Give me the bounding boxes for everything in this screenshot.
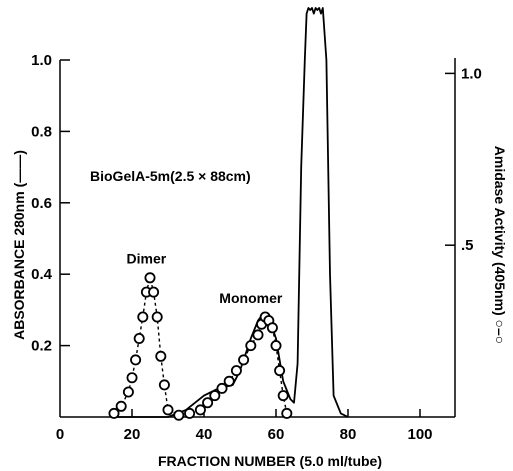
y-right-tick-label: 1.0 — [461, 65, 482, 82]
y-axis-title-right: Amidase Activity (405nm) ○–○ — [492, 146, 508, 344]
amidase-point — [162, 404, 174, 416]
x-tick-label: 80 — [340, 426, 357, 443]
peak-label: Dimer — [127, 250, 167, 266]
amidase-point — [270, 340, 282, 352]
amidase-point — [281, 407, 293, 419]
y-right-tick-label: .5 — [461, 237, 474, 254]
labels: BioGelA-5m(2.5 × 88cm) FRACTION NUMBER (… — [11, 146, 508, 469]
amidase-point — [266, 322, 278, 334]
x-tick-label: 0 — [56, 426, 64, 443]
amidase-point — [158, 379, 170, 391]
absorbance-line — [114, 7, 349, 418]
axes: 0.2 0.4 0.6 0.8 1.0 .5 1.0 0 20 40 60 80 100 — [31, 52, 482, 443]
x-tick-label: 40 — [196, 426, 213, 443]
amidase-point — [115, 400, 127, 412]
x-tick-label: 100 — [407, 426, 432, 443]
amidase-point — [209, 390, 221, 402]
amidase-point — [194, 404, 206, 416]
amidase-point — [122, 386, 134, 398]
marks: Dimer Monomer — [108, 7, 349, 421]
peak-label: Monomer — [219, 290, 283, 306]
amidase-point — [126, 372, 138, 384]
amidase-point — [137, 311, 149, 323]
amidase-point — [151, 311, 163, 323]
y-left-tick-label: 0.8 — [31, 123, 52, 140]
y-axis-title-left: ABSORBANCE 280nm (——) — [11, 150, 27, 340]
amidase-point — [133, 332, 145, 344]
amidase-point — [148, 286, 160, 298]
amidase-point — [216, 382, 228, 394]
x-tick-label: 20 — [124, 426, 141, 443]
amidase-point — [277, 390, 289, 402]
amidase-point — [252, 329, 264, 341]
column-annotation: BioGelA-5m(2.5 × 88cm) — [90, 168, 251, 184]
amidase-point — [230, 365, 242, 377]
amidase-point — [245, 340, 257, 352]
amidase-point — [274, 365, 286, 377]
amidase-point — [173, 409, 185, 421]
y-left-tick-label: 0.6 — [31, 195, 52, 212]
y-left-tick-label: 1.0 — [31, 52, 52, 69]
amidase-point — [130, 354, 142, 366]
amidase-point — [223, 375, 235, 387]
amidase-point — [108, 407, 120, 419]
amidase-point — [202, 397, 214, 409]
x-tick-label: 60 — [268, 426, 285, 443]
y-left-tick-label: 0.2 — [31, 338, 52, 355]
amidase-point — [238, 354, 250, 366]
amidase-point — [155, 350, 167, 362]
y-left-tick-label: 0.4 — [31, 266, 53, 283]
amidase-point — [144, 272, 156, 284]
x-axis-title: FRACTION NUMBER (5.0 ml/tube) — [158, 453, 382, 469]
amidase-point — [184, 407, 196, 419]
